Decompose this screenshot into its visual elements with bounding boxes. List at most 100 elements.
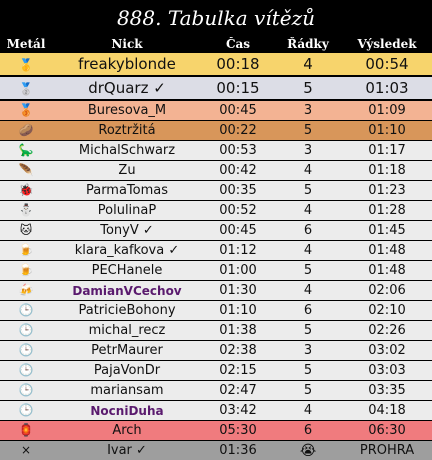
- table-row: 🦕 MichalSchwarz 00:53 3 01:17: [0, 141, 432, 160]
- time-cell: 01:12: [219, 243, 257, 258]
- rows-cell: 5: [303, 383, 313, 398]
- cross-icon: ×: [20, 443, 32, 457]
- lantern-icon: 🏮: [18, 423, 34, 437]
- time-cell: 02:38: [219, 343, 257, 358]
- rows-cell: 4: [303, 55, 313, 73]
- clock-icon: 🕒: [18, 383, 34, 397]
- rows-cell: 4: [303, 163, 313, 178]
- medal-cell: ×: [0, 443, 52, 458]
- table-row: 🕒 PatricieBohony 01:10 6 02:10: [0, 301, 432, 320]
- table-row: 🥇 freakyblonde 00:18 4 00:54: [0, 53, 432, 75]
- table-row: × Ivar ✓ 01:36 😭 PROHRA: [0, 441, 432, 460]
- silver-medal-icon: 🥈: [18, 82, 34, 96]
- time-cell: 00:53: [219, 143, 257, 158]
- medal-cell: ⛄: [0, 203, 52, 218]
- table-row: 🍺 PECHanele 01:00 5 01:48: [0, 261, 432, 280]
- potato-icon: 🥔: [18, 123, 34, 137]
- nick-cell: michal_recz: [88, 323, 166, 338]
- result-cell: 01:09: [368, 103, 406, 118]
- table-row: ⛄ PolulinaP 00:52 4 01:28: [0, 201, 432, 220]
- clock-icon: 🕒: [18, 303, 34, 317]
- medal-cell: 🕒: [0, 363, 52, 378]
- feather-icon: 🪶: [18, 163, 34, 177]
- table-row: 🥉 Buresova_M 00:45 3 01:09: [0, 101, 432, 120]
- rows-cell: 5: [303, 263, 313, 278]
- clock-icon: 🕒: [18, 363, 34, 377]
- nick-cell: PECHanele: [91, 263, 163, 278]
- rows-cell: 4: [303, 243, 313, 258]
- table-row: 🪶 Zu 00:42 4 01:18: [0, 161, 432, 180]
- result-cell: 01:23: [368, 183, 406, 198]
- nick-cell: PolulinaP: [97, 203, 157, 218]
- time-cell: 05:30: [219, 423, 257, 438]
- medal-cell: 🐱: [0, 223, 52, 238]
- medal-cell: 🥉: [0, 103, 52, 118]
- clock-icon: 🕒: [18, 403, 34, 417]
- table-row: 🥔 Roztržitá 00:22 5 01:10: [0, 121, 432, 140]
- page-title: 888. Tabulka vítězů: [116, 6, 316, 30]
- table-row: 🍺 klara_kafkova ✓ 01:12 4 01:48: [0, 241, 432, 260]
- beer-icon: 🍺: [18, 263, 34, 277]
- table-row: 🏮 Arch 05:30 6 06:30: [0, 421, 432, 440]
- header-time: Čas: [225, 36, 251, 51]
- table-row: 🐞 ParmaTomas 00:35 5 01:23: [0, 181, 432, 200]
- result-cell: 01:10: [368, 123, 406, 138]
- ladybug-icon: 🐞: [18, 183, 34, 197]
- nick-cell: freakyblonde: [78, 55, 176, 73]
- medal-cell: 🥔: [0, 123, 52, 138]
- nick-cell: Zu: [118, 163, 136, 178]
- rows-cell: 5: [303, 123, 313, 138]
- rows-cell: 3: [303, 143, 313, 158]
- snowman-icon: ⛄: [18, 203, 34, 217]
- nick-cell: TonyV ✓: [100, 223, 154, 238]
- rows-cell: 4: [303, 403, 313, 418]
- rows-cell: 3: [303, 343, 313, 358]
- time-cell: 00:18: [216, 55, 260, 73]
- medal-cell: 🐞: [0, 183, 52, 198]
- table-row: 🕒 michal_recz 01:38 5 02:26: [0, 321, 432, 340]
- nick-cell: Ivar ✓: [107, 443, 147, 458]
- time-cell: 02:47: [219, 383, 257, 398]
- nick-cell: drQuarz ✓: [88, 79, 166, 97]
- nick-cell: NocniDuha: [90, 403, 164, 418]
- result-cell: 03:35: [368, 383, 406, 398]
- nick-cell: Buresova_M: [87, 103, 167, 118]
- clock-icon: 🕒: [18, 343, 34, 357]
- nick-cell: DamianVCechov: [72, 283, 182, 298]
- medal-cell: 🕒: [0, 303, 52, 318]
- clock-icon: 🕒: [18, 323, 34, 337]
- rows-cell: 5: [303, 79, 313, 97]
- table-body: 🥇 freakyblonde 00:18 4 00:54 🥈 drQuarz ✓ 00:15 5…: [0, 53, 432, 460]
- result-cell: PROHRA: [359, 443, 415, 458]
- nick-cell: PetrMaurer: [91, 343, 163, 358]
- result-cell: 01:28: [368, 203, 406, 218]
- header-result: Výsledek: [357, 36, 417, 51]
- nick-cell: Roztržitá: [98, 123, 156, 138]
- time-cell: 00:52: [219, 203, 257, 218]
- result-cell: 02:26: [368, 323, 406, 338]
- nick-cell: Arch: [112, 423, 142, 438]
- result-cell: 06:30: [368, 423, 406, 438]
- result-cell: 01:48: [368, 243, 406, 258]
- time-cell: 00:45: [219, 223, 257, 238]
- beers-icon: 🍻: [18, 283, 34, 297]
- time-cell: 01:38: [219, 323, 257, 338]
- result-cell: 01:03: [365, 79, 409, 97]
- medal-cell: 🪶: [0, 163, 52, 178]
- medal-cell: 🦕: [0, 143, 52, 158]
- time-cell: 00:15: [216, 79, 260, 97]
- result-cell: 02:10: [368, 303, 406, 318]
- table-row: 🕒 NocniDuha 03:42 4 04:18: [0, 401, 432, 420]
- result-cell: 01:18: [368, 163, 406, 178]
- medal-cell: 🥇: [0, 55, 52, 73]
- cat-face-icon: 🐱: [19, 223, 33, 237]
- time-cell: 00:45: [219, 103, 257, 118]
- rows-cell: 4: [303, 283, 313, 298]
- rows-cell: 3: [303, 103, 313, 118]
- bronze-medal-icon: 🥉: [18, 103, 34, 117]
- time-cell: 00:42: [219, 163, 257, 178]
- result-cell: 01:48: [368, 263, 406, 278]
- nick-cell: PajaVonDr: [93, 363, 161, 378]
- gold-medal-icon: 🥇: [18, 58, 34, 72]
